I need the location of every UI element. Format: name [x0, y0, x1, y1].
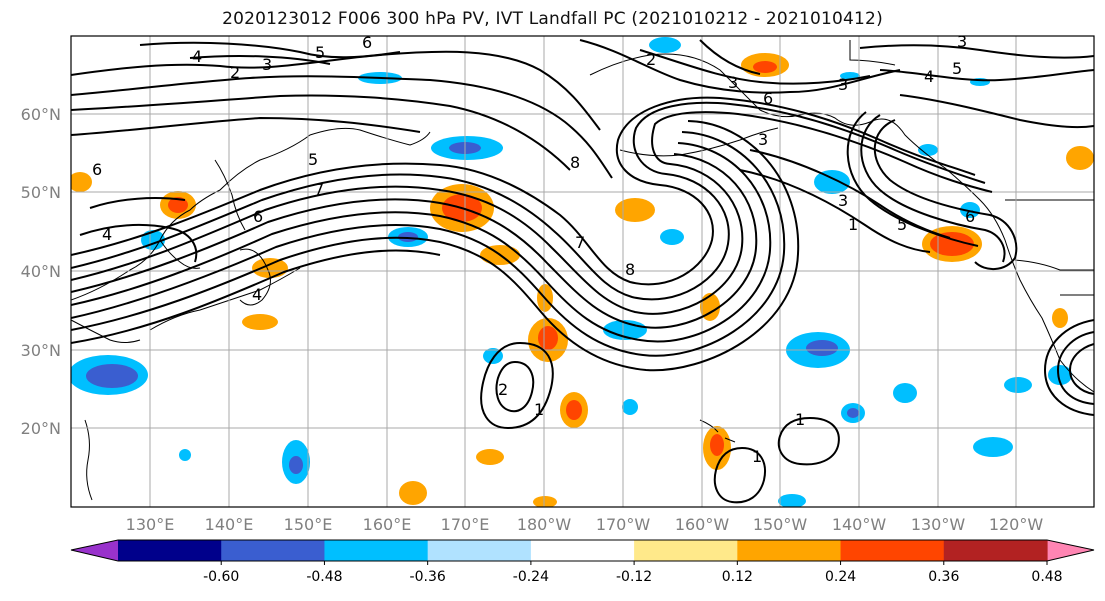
- contour-label: 5: [952, 59, 962, 78]
- lon-label: 150°E: [284, 515, 333, 534]
- lon-label: 150°W: [753, 515, 808, 534]
- longitude-labels: 130°E 140°E 150°E 160°E 170°E 180°W 170°…: [126, 515, 1044, 534]
- lat-label: 20°N: [21, 419, 61, 438]
- colorbar-tick-label: -0.48: [306, 569, 342, 585]
- lat-label: 40°N: [21, 262, 61, 281]
- colorbar-segment: [530, 540, 635, 561]
- lon-label: 160°E: [363, 515, 412, 534]
- contour-label: 3: [838, 191, 848, 210]
- contour-label: 3: [262, 55, 272, 74]
- colorbar-segment: [634, 540, 738, 561]
- contour-label: 6: [965, 207, 975, 226]
- colorbar-segment: [118, 540, 222, 561]
- contour-label: 3: [957, 32, 967, 51]
- contour-label: 4: [252, 285, 262, 304]
- coastlines: [71, 40, 1094, 501]
- colorbar-segment: [737, 540, 842, 561]
- map-title: 2020123012 F006 300 hPa PV, IVT Landfall…: [222, 9, 883, 29]
- colorbar-tick-label: 0.12: [722, 569, 753, 585]
- colorbar-tick-label: -0.24: [513, 569, 549, 585]
- contour-label: 6: [92, 160, 102, 179]
- contour-label: 4: [192, 47, 202, 66]
- contour-label: 1: [534, 400, 544, 419]
- contour-label: 3: [838, 75, 848, 94]
- latitude-labels: 60°N 50°N 40°N 30°N 20°N: [21, 105, 61, 438]
- pv-anomaly-shading: [71, 37, 1094, 507]
- lon-label: 130°W: [911, 515, 966, 534]
- contour-label: 3: [728, 73, 738, 92]
- colorbar-extend-low: [71, 540, 118, 561]
- lon-label: 140°W: [832, 515, 887, 534]
- lon-label: 160°W: [675, 515, 730, 534]
- contour-label: 6: [362, 33, 372, 52]
- contour-label: 5: [308, 150, 318, 169]
- lon-label: 170°W: [596, 515, 651, 534]
- contour-label: 5: [897, 215, 907, 234]
- contour-label: 7: [575, 233, 585, 252]
- lon-label: 180°W: [517, 515, 572, 534]
- contour-label: 2: [646, 50, 656, 69]
- lat-label: 30°N: [21, 341, 61, 360]
- colorbar-segment: [324, 540, 429, 561]
- contour-label: 6: [253, 207, 263, 226]
- lat-label: 60°N: [21, 105, 61, 124]
- map-frame: [70, 35, 1095, 508]
- colorbar-tick-label: 0.48: [1031, 569, 1062, 585]
- colorbar-tick-label: 0.36: [928, 569, 959, 585]
- contour-label: 2: [498, 380, 508, 399]
- contour-label: 7: [314, 180, 324, 199]
- colorbar-segment: [943, 540, 1048, 561]
- contour-label: 1: [752, 447, 762, 466]
- lat-label: 50°N: [21, 183, 61, 202]
- map-grid: [71, 36, 1094, 507]
- contour-label: 3: [758, 130, 768, 149]
- contour-label: 4: [102, 225, 112, 244]
- lon-label: 170°E: [441, 515, 490, 534]
- colorbar-tick-label: -0.60: [203, 569, 239, 585]
- contour-label: 5: [315, 43, 325, 62]
- colorbar-tick-label: 0.24: [825, 569, 856, 585]
- lon-label: 140°E: [205, 515, 254, 534]
- colorbar-extend-high: [1047, 540, 1094, 561]
- contour-label: 8: [570, 153, 580, 172]
- colorbar: -0.60 -0.48 -0.36 -0.24 -0.12 0.12 0.24 0.36 0.4…: [70, 539, 1095, 585]
- colorbar-ticks: -0.60 -0.48 -0.36 -0.24 -0.12 0.12 0.24 0.36 0.4…: [203, 561, 1063, 585]
- lon-label: 130°E: [126, 515, 175, 534]
- lon-label: 120°W: [989, 515, 1044, 534]
- colorbar-tick-label: -0.12: [616, 569, 652, 585]
- colorbar-segment: [840, 540, 945, 561]
- colorbar-tick-label: -0.36: [410, 569, 446, 585]
- contour-label: 1: [848, 215, 858, 234]
- contour-label: 6: [763, 89, 773, 108]
- colorbar-segments: [118, 540, 1048, 561]
- pv-contours: [71, 39, 1094, 504]
- colorbar-segment: [427, 540, 532, 561]
- contour-label: 1: [795, 410, 805, 429]
- contour-label: 4: [924, 67, 934, 86]
- contour-label: 2: [230, 63, 240, 82]
- contour-label: 8: [625, 260, 635, 279]
- contour-labels: 2 3 4 5 6 5 7 8 7 8 3 6 3 3 4 5 3 5 1 3 …: [92, 32, 975, 466]
- colorbar-segment: [221, 540, 326, 561]
- colorbar-outline: [70, 539, 1095, 562]
